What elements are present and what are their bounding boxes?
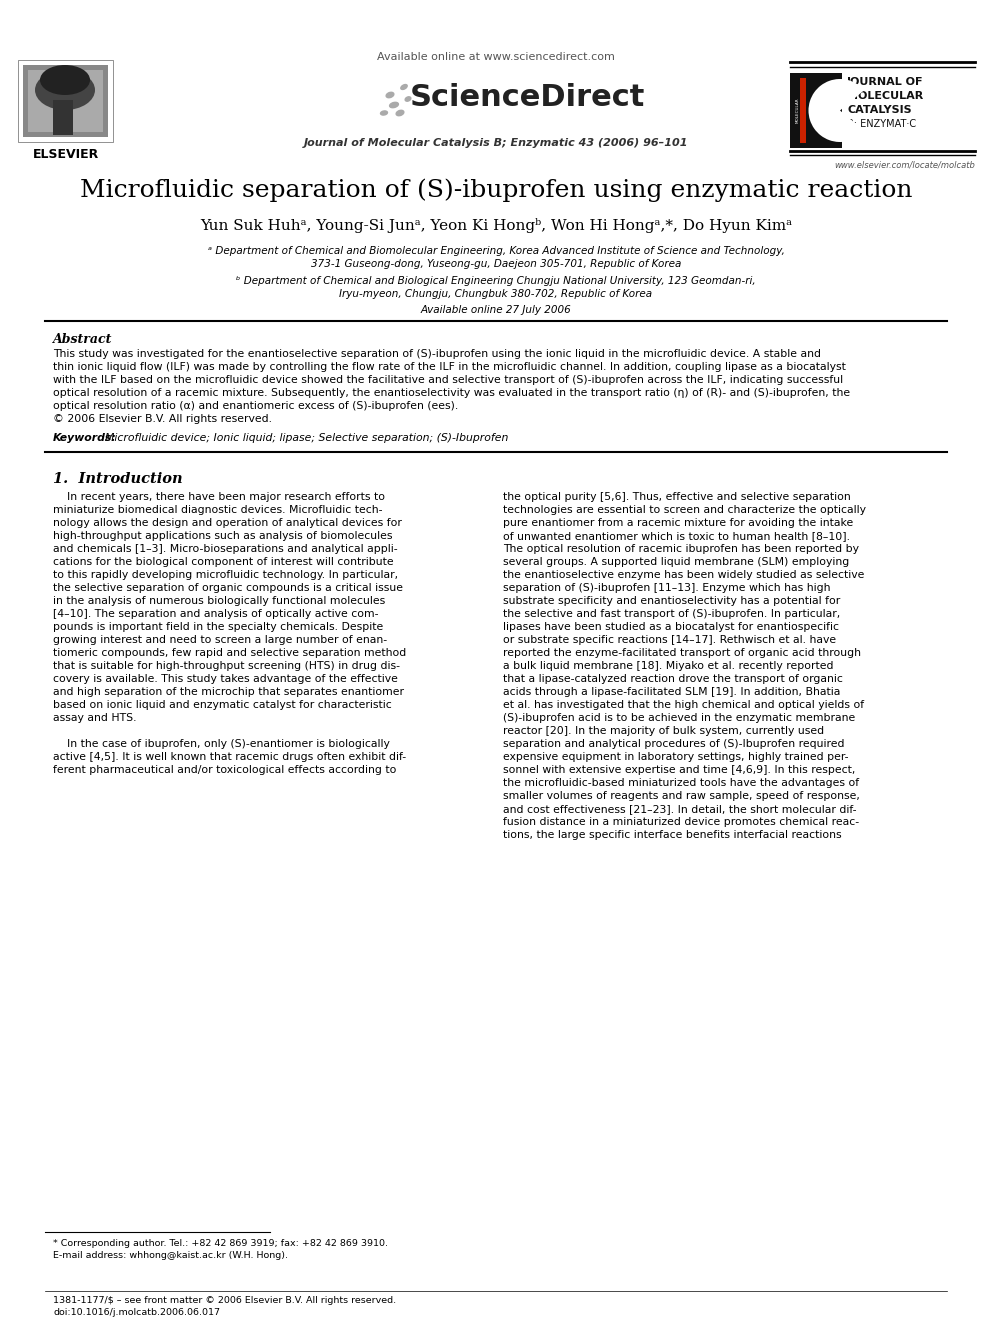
Wedge shape bbox=[808, 79, 864, 142]
Ellipse shape bbox=[381, 111, 388, 115]
Text: and cost effectiveness [21–23]. In detail, the short molecular dif-: and cost effectiveness [21–23]. In detai… bbox=[503, 804, 856, 814]
Ellipse shape bbox=[35, 70, 95, 110]
Text: JOURNAL OF: JOURNAL OF bbox=[847, 77, 924, 87]
Text: In the case of ibuprofen, only (S)-enantiomer is biologically: In the case of ibuprofen, only (S)-enant… bbox=[53, 740, 390, 749]
Bar bbox=[53, 101, 73, 135]
Text: in the analysis of numerous biologically functional molecules: in the analysis of numerous biologically… bbox=[53, 595, 385, 606]
Text: MOLECULAR: MOLECULAR bbox=[847, 91, 924, 101]
Text: Available online 27 July 2006: Available online 27 July 2006 bbox=[421, 306, 571, 315]
Text: Microfluidic device; Ionic liquid; lipase; Selective separation; (S)-Ibuprofen: Microfluidic device; Ionic liquid; lipas… bbox=[98, 433, 508, 443]
Text: (S)-ibuprofen acid is to be achieved in the enzymatic membrane: (S)-ibuprofen acid is to be achieved in … bbox=[503, 713, 855, 722]
Text: that a lipase-catalyzed reaction drove the transport of organic: that a lipase-catalyzed reaction drove t… bbox=[503, 673, 843, 684]
Text: et al. has investigated that the high chemical and optical yields of: et al. has investigated that the high ch… bbox=[503, 700, 864, 710]
Text: and chemicals [1–3]. Micro-bioseparations and analytical appli-: and chemicals [1–3]. Micro-bioseparation… bbox=[53, 544, 398, 554]
Ellipse shape bbox=[390, 102, 399, 107]
Bar bbox=[18, 60, 113, 142]
Text: separation and analytical procedures of (S)-Ibuprofen required: separation and analytical procedures of … bbox=[503, 740, 844, 749]
Text: Abstract: Abstract bbox=[53, 333, 112, 347]
Text: [4–10]. The separation and analysis of optically active com-: [4–10]. The separation and analysis of o… bbox=[53, 609, 379, 619]
Text: doi:10.1016/j.molcatb.2006.06.017: doi:10.1016/j.molcatb.2006.06.017 bbox=[53, 1308, 220, 1316]
Text: of unwanted enantiomer which is toxic to human health [8–10].: of unwanted enantiomer which is toxic to… bbox=[503, 531, 850, 541]
Text: MOLECULAR: MOLECULAR bbox=[796, 98, 800, 123]
Text: Iryu-myeon, Chungju, Chungbuk 380-702, Republic of Korea: Iryu-myeon, Chungju, Chungbuk 380-702, R… bbox=[339, 288, 653, 299]
Text: tiomeric compounds, few rapid and selective separation method: tiomeric compounds, few rapid and select… bbox=[53, 648, 407, 658]
Ellipse shape bbox=[396, 110, 404, 115]
Text: that is suitable for high-throughput screening (HTS) in drug dis-: that is suitable for high-throughput scr… bbox=[53, 662, 400, 671]
Text: nology allows the design and operation of analytical devices for: nology allows the design and operation o… bbox=[53, 519, 402, 528]
Text: acids through a lipase-facilitated SLM [19]. In addition, Bhatia: acids through a lipase-facilitated SLM [… bbox=[503, 687, 840, 697]
Text: lipases have been studied as a biocatalyst for enantiospecific: lipases have been studied as a biocataly… bbox=[503, 622, 839, 632]
Text: or substrate specific reactions [14–17]. Rethwisch et al. have: or substrate specific reactions [14–17].… bbox=[503, 635, 836, 646]
Text: reported the enzyme-facilitated transport of organic acid through: reported the enzyme-facilitated transpor… bbox=[503, 648, 861, 658]
Text: optical resolution of a racemic mixture. Subsequently, the enantioselectivity wa: optical resolution of a racemic mixture.… bbox=[53, 388, 850, 398]
Text: ᵃ Department of Chemical and Biomolecular Engineering, Korea Advanced Institute : ᵃ Department of Chemical and Biomolecula… bbox=[207, 246, 785, 255]
Text: Journal of Molecular Catalysis B; Enzymatic 43 (2006) 96–101: Journal of Molecular Catalysis B; Enzyma… bbox=[304, 138, 688, 148]
Text: tions, the large specific interface benefits interfacial reactions: tions, the large specific interface bene… bbox=[503, 830, 841, 840]
Text: the selective and fast transport of (S)-ibuprofen. In particular,: the selective and fast transport of (S)-… bbox=[503, 609, 840, 619]
Text: technologies are essential to screen and characterize the optically: technologies are essential to screen and… bbox=[503, 505, 866, 515]
Text: E-mail address: whhong@kaist.ac.kr (W.H. Hong).: E-mail address: whhong@kaist.ac.kr (W.H.… bbox=[53, 1252, 288, 1259]
Text: ferent pharmaceutical and/or toxicological effects according to: ferent pharmaceutical and/or toxicologic… bbox=[53, 765, 397, 775]
Text: active [4,5]. It is well known that racemic drugs often exhibit dif-: active [4,5]. It is well known that race… bbox=[53, 751, 406, 762]
Text: expensive equipment in laboratory settings, highly trained per-: expensive equipment in laboratory settin… bbox=[503, 751, 848, 762]
Ellipse shape bbox=[386, 93, 394, 98]
Text: several groups. A supported liquid membrane (SLM) employing: several groups. A supported liquid membr… bbox=[503, 557, 849, 568]
Text: thin ionic liquid flow (ILF) was made by controlling the flow rate of the ILF in: thin ionic liquid flow (ILF) was made by… bbox=[53, 363, 846, 372]
Text: miniaturize biomedical diagnostic devices. Microfluidic tech-: miniaturize biomedical diagnostic device… bbox=[53, 505, 383, 515]
Text: high-throughput applications such as analysis of biomolecules: high-throughput applications such as ana… bbox=[53, 531, 393, 541]
Text: www.elsevier.com/locate/molcatb: www.elsevier.com/locate/molcatb bbox=[834, 160, 975, 169]
Text: fusion distance in a miniaturized device promotes chemical reac-: fusion distance in a miniaturized device… bbox=[503, 818, 859, 827]
Text: CATALYSIS: CATALYSIS bbox=[847, 105, 912, 115]
Bar bbox=[800, 78, 806, 143]
Text: 1.  Introduction: 1. Introduction bbox=[53, 472, 183, 486]
Text: pounds is important field in the specialty chemicals. Despite: pounds is important field in the special… bbox=[53, 622, 383, 632]
Text: This study was investigated for the enantioselective separation of (S)-ibuprofen: This study was investigated for the enan… bbox=[53, 349, 821, 359]
Text: the selective separation of organic compounds is a critical issue: the selective separation of organic comp… bbox=[53, 583, 403, 593]
Text: pure enantiomer from a racemic mixture for avoiding the intake: pure enantiomer from a racemic mixture f… bbox=[503, 519, 853, 528]
Text: ᵇ Department of Chemical and Biological Engineering Chungju National University,: ᵇ Department of Chemical and Biological … bbox=[236, 277, 756, 286]
Bar bbox=[28, 70, 103, 132]
Text: with the ILF based on the microfluidic device showed the facilitative and select: with the ILF based on the microfluidic d… bbox=[53, 374, 843, 385]
Text: assay and HTS.: assay and HTS. bbox=[53, 713, 137, 722]
Text: the microfluidic-based miniaturized tools have the advantages of: the microfluidic-based miniaturized tool… bbox=[503, 778, 859, 789]
Text: substrate specificity and enantioselectivity has a potential for: substrate specificity and enantioselecti… bbox=[503, 595, 840, 606]
Text: 373-1 Guseong-dong, Yuseong-gu, Daejeon 305-701, Republic of Korea: 373-1 Guseong-dong, Yuseong-gu, Daejeon … bbox=[310, 259, 682, 269]
Text: Microfluidic separation of (S)-ibuprofen using enzymatic reaction: Microfluidic separation of (S)-ibuprofen… bbox=[79, 179, 913, 201]
Text: cations for the biological component of interest will contribute: cations for the biological component of … bbox=[53, 557, 394, 568]
Text: sonnel with extensive expertise and time [4,6,9]. In this respect,: sonnel with extensive expertise and time… bbox=[503, 765, 855, 775]
Text: * Corresponding author. Tel.: +82 42 869 3919; fax: +82 42 869 3910.: * Corresponding author. Tel.: +82 42 869… bbox=[53, 1240, 388, 1248]
Text: ScienceDirect: ScienceDirect bbox=[410, 83, 646, 112]
Text: Yun Suk Huhᵃ, Young-Si Junᵃ, Yeon Ki Hongᵇ, Won Hi Hongᵃ,*, Do Hyun Kimᵃ: Yun Suk Huhᵃ, Young-Si Junᵃ, Yeon Ki Hon… bbox=[200, 218, 792, 233]
Text: covery is available. This study takes advantage of the effective: covery is available. This study takes ad… bbox=[53, 673, 398, 684]
Text: 1381-1177/$ – see front matter © 2006 Elsevier B.V. All rights reserved.: 1381-1177/$ – see front matter © 2006 El… bbox=[53, 1297, 396, 1304]
Text: In recent years, there have been major research efforts to: In recent years, there have been major r… bbox=[53, 492, 385, 501]
Text: the optical purity [5,6]. Thus, effective and selective separation: the optical purity [5,6]. Thus, effectiv… bbox=[503, 492, 851, 501]
Text: reactor [20]. In the majority of bulk system, currently used: reactor [20]. In the majority of bulk sy… bbox=[503, 726, 824, 736]
Text: optical resolution ratio (α) and enantiomeric excess of (S)-ibuprofen (ees).: optical resolution ratio (α) and enantio… bbox=[53, 401, 458, 411]
Text: B: ENZYMAT·C: B: ENZYMAT·C bbox=[847, 119, 917, 130]
Bar bbox=[18, 60, 113, 142]
Bar bbox=[790, 73, 842, 148]
Text: Available online at www.sciencedirect.com: Available online at www.sciencedirect.co… bbox=[377, 52, 615, 62]
Bar bbox=[23, 65, 108, 138]
Text: a bulk liquid membrane [18]. Miyako et al. recently reported: a bulk liquid membrane [18]. Miyako et a… bbox=[503, 662, 833, 671]
Text: Keywords:: Keywords: bbox=[53, 433, 117, 443]
Text: smaller volumes of reagents and raw sample, speed of response,: smaller volumes of reagents and raw samp… bbox=[503, 791, 860, 800]
Ellipse shape bbox=[405, 97, 411, 102]
Text: growing interest and need to screen a large number of enan-: growing interest and need to screen a la… bbox=[53, 635, 387, 646]
Ellipse shape bbox=[401, 85, 407, 90]
Text: ELSEVIER: ELSEVIER bbox=[33, 148, 98, 161]
Text: and high separation of the microchip that separates enantiomer: and high separation of the microchip tha… bbox=[53, 687, 404, 697]
Text: the enantioselective enzyme has been widely studied as selective: the enantioselective enzyme has been wid… bbox=[503, 570, 864, 579]
Text: to this rapidly developing microfluidic technology. In particular,: to this rapidly developing microfluidic … bbox=[53, 570, 398, 579]
Text: The optical resolution of racemic ibuprofen has been reported by: The optical resolution of racemic ibupro… bbox=[503, 544, 859, 554]
Text: © 2006 Elsevier B.V. All rights reserved.: © 2006 Elsevier B.V. All rights reserved… bbox=[53, 414, 272, 423]
Text: separation of (S)-ibuprofen [11–13]. Enzyme which has high: separation of (S)-ibuprofen [11–13]. Enz… bbox=[503, 583, 830, 593]
Ellipse shape bbox=[40, 65, 90, 95]
Text: based on ionic liquid and enzymatic catalyst for characteristic: based on ionic liquid and enzymatic cata… bbox=[53, 700, 392, 710]
